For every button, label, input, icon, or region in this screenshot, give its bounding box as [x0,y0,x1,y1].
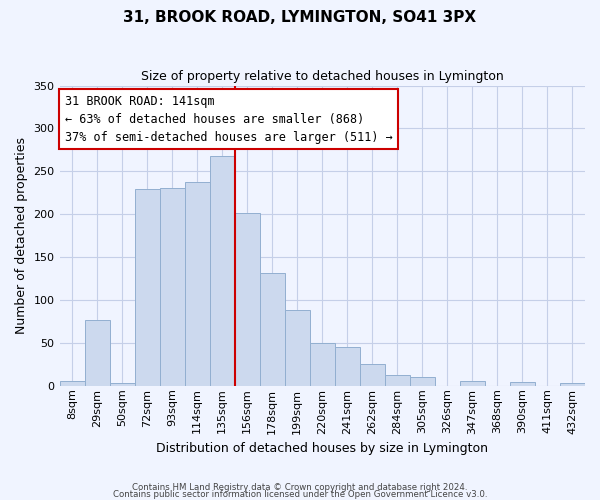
Bar [560,383,585,386]
Bar [285,310,310,386]
Bar [160,188,185,386]
X-axis label: Distribution of detached houses by size in Lymington: Distribution of detached houses by size … [156,442,488,455]
Bar [209,156,235,386]
Bar [310,343,335,386]
Bar [59,382,85,386]
Bar [235,214,260,386]
Text: Contains HM Land Registry data © Crown copyright and database right 2024.: Contains HM Land Registry data © Crown c… [132,484,468,492]
Bar [460,380,485,386]
Bar [185,182,209,386]
Title: Size of property relative to detached houses in Lymington: Size of property relative to detached ho… [141,70,503,83]
Bar [510,382,535,386]
Bar [335,347,360,386]
Text: 31, BROOK ROAD, LYMINGTON, SO41 3PX: 31, BROOK ROAD, LYMINGTON, SO41 3PX [124,10,476,25]
Y-axis label: Number of detached properties: Number of detached properties [15,137,28,334]
Bar [410,377,435,386]
Bar [360,364,385,386]
Bar [385,376,410,386]
Bar [85,320,110,386]
Text: Contains public sector information licensed under the Open Government Licence v3: Contains public sector information licen… [113,490,487,499]
Bar [110,383,134,386]
Bar [134,190,160,386]
Bar [260,274,285,386]
Text: 31 BROOK ROAD: 141sqm
← 63% of detached houses are smaller (868)
37% of semi-det: 31 BROOK ROAD: 141sqm ← 63% of detached … [65,94,392,144]
